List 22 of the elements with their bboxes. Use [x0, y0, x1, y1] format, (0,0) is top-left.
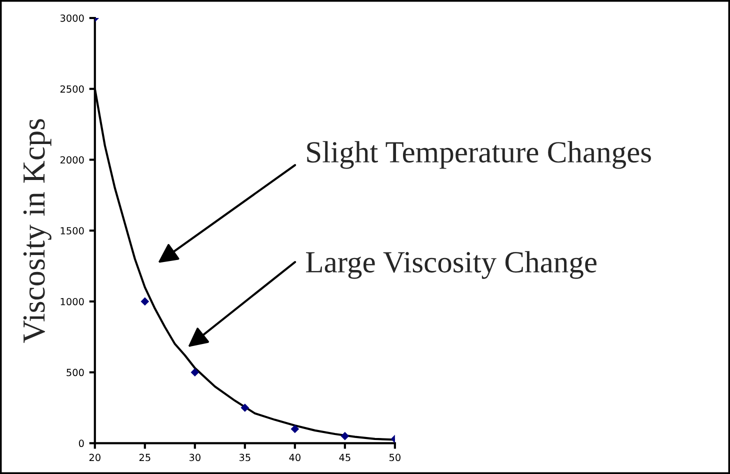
x-tick-label: 40 — [289, 454, 300, 462]
y-tick-label: 1500 — [60, 227, 84, 234]
y-tick-label: 3000 — [60, 14, 84, 22]
x-tick-label: 50 — [389, 454, 400, 462]
point — [190, 368, 200, 376]
y-tick-label: 0 — [78, 440, 84, 448]
point — [290, 424, 300, 434]
y-tick-label: 500 — [66, 368, 84, 376]
point — [140, 297, 150, 306]
y-tick-label: 2500 — [60, 85, 84, 93]
point — [340, 432, 350, 440]
x-tick-label: 25 — [139, 454, 150, 462]
x-tick-label: 35 — [239, 454, 250, 462]
x-tick-label: 45 — [339, 454, 350, 462]
x-tick-label: 30 — [189, 454, 200, 462]
y-axis-title: Viscosity in Kcps — [23, 119, 52, 343]
point — [240, 404, 250, 412]
x-tick-label: 20 — [89, 454, 100, 462]
y-tick-label: 2000 — [60, 156, 84, 164]
annotation: Slight Temperature Changes — [307, 141, 651, 169]
annotation: Large Viscosity Change — [306, 251, 596, 279]
y-tick-label: 1000 — [60, 298, 84, 306]
